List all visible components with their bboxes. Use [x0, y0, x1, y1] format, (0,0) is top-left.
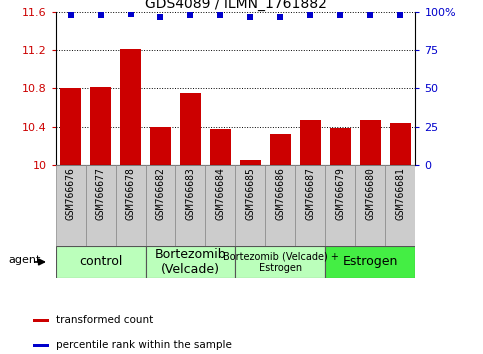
Text: GSM766676: GSM766676: [66, 167, 75, 220]
Point: [307, 13, 314, 18]
Bar: [120, 48, 141, 165]
Bar: [150, 126, 171, 165]
Text: GSM766682: GSM766682: [156, 167, 166, 220]
Text: control: control: [79, 256, 122, 268]
Bar: [236, 246, 326, 278]
Text: Estrogen: Estrogen: [343, 256, 398, 268]
Bar: [240, 160, 261, 165]
Bar: [390, 123, 411, 165]
Bar: [300, 120, 321, 165]
Point: [97, 13, 104, 18]
Text: Bortezomib
(Velcade): Bortezomib (Velcade): [155, 248, 227, 276]
Point: [156, 14, 164, 20]
Bar: [180, 93, 201, 165]
Bar: [85, 165, 115, 246]
Bar: [90, 87, 111, 165]
Text: GSM766677: GSM766677: [96, 167, 105, 220]
Text: transformed count: transformed count: [56, 315, 153, 325]
Bar: [326, 246, 415, 278]
Bar: [266, 165, 296, 246]
Text: agent: agent: [8, 255, 41, 266]
Point: [216, 13, 224, 18]
Bar: [296, 165, 326, 246]
Bar: [270, 134, 291, 165]
Text: GSM766683: GSM766683: [185, 167, 196, 220]
Point: [277, 14, 284, 20]
Bar: [56, 246, 145, 278]
Bar: [145, 246, 236, 278]
Title: GDS4089 / ILMN_1761882: GDS4089 / ILMN_1761882: [144, 0, 327, 11]
Bar: [355, 165, 385, 246]
Point: [397, 13, 404, 18]
Point: [67, 13, 74, 18]
Text: GSM766687: GSM766687: [305, 167, 315, 220]
Bar: [60, 88, 81, 165]
Bar: [210, 130, 231, 165]
Bar: [33, 319, 49, 322]
Text: percentile rank within the sample: percentile rank within the sample: [56, 340, 231, 350]
Point: [127, 11, 134, 17]
Text: Bortezomib (Velcade) +
Estrogen: Bortezomib (Velcade) + Estrogen: [223, 251, 339, 273]
Bar: [145, 165, 175, 246]
Text: GSM766685: GSM766685: [245, 167, 256, 220]
Text: GSM766684: GSM766684: [215, 167, 226, 220]
Bar: [330, 129, 351, 165]
Bar: [175, 165, 205, 246]
Point: [367, 13, 374, 18]
Bar: [115, 165, 145, 246]
Text: GSM766678: GSM766678: [126, 167, 136, 220]
Text: GSM766680: GSM766680: [366, 167, 375, 220]
Text: GSM766681: GSM766681: [396, 167, 405, 220]
Bar: [33, 344, 49, 347]
Bar: [385, 165, 415, 246]
Bar: [360, 120, 381, 165]
Point: [247, 14, 255, 20]
Bar: [326, 165, 355, 246]
Point: [186, 13, 194, 18]
Bar: [205, 165, 236, 246]
Text: GSM766686: GSM766686: [275, 167, 285, 220]
Point: [337, 13, 344, 18]
Bar: [236, 165, 266, 246]
Text: GSM766679: GSM766679: [335, 167, 345, 220]
Bar: [56, 165, 85, 246]
